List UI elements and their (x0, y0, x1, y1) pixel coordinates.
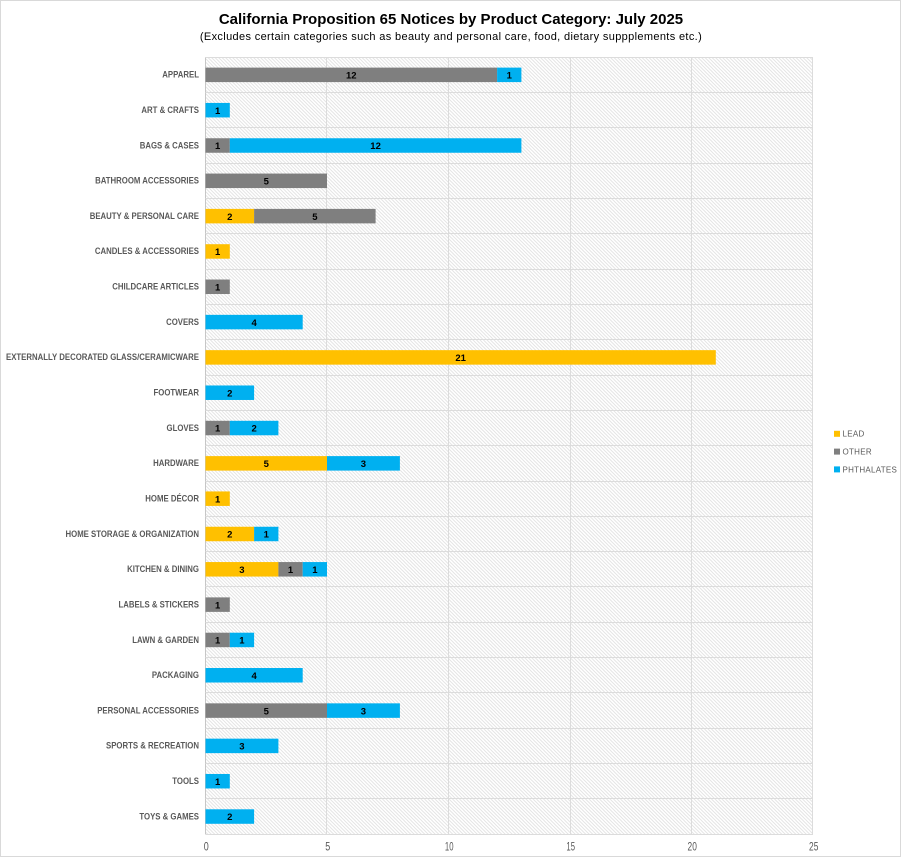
svg-text:3: 3 (239, 565, 244, 576)
svg-text:5: 5 (264, 177, 270, 188)
svg-text:LAWN & GARDEN: LAWN & GARDEN (132, 635, 199, 645)
svg-text:4: 4 (251, 318, 257, 329)
svg-text:LEAD: LEAD (843, 430, 865, 439)
svg-text:1: 1 (215, 494, 221, 505)
svg-text:0: 0 (204, 842, 209, 854)
svg-text:1: 1 (215, 141, 221, 152)
svg-text:2: 2 (251, 424, 256, 435)
svg-text:1: 1 (215, 636, 221, 647)
svg-text:5: 5 (264, 706, 270, 717)
svg-text:California Proposition 65 Noti: California Proposition 65 Notices by Pro… (219, 11, 683, 28)
svg-text:20: 20 (688, 842, 697, 854)
svg-text:BEAUTY & PERSONAL CARE: BEAUTY & PERSONAL CARE (90, 211, 199, 221)
svg-text:3: 3 (239, 742, 244, 753)
svg-text:PACKAGING: PACKAGING (152, 670, 199, 680)
svg-text:4: 4 (251, 671, 257, 682)
svg-text:1: 1 (507, 71, 513, 82)
svg-text:1: 1 (264, 530, 270, 541)
svg-text:1: 1 (288, 565, 294, 576)
svg-text:HARDWARE: HARDWARE (153, 458, 199, 468)
svg-text:HOME STORAGE & ORGANIZATION: HOME STORAGE & ORGANIZATION (66, 529, 200, 539)
svg-text:TOOLS: TOOLS (172, 776, 199, 786)
svg-text:3: 3 (361, 706, 366, 717)
svg-text:21: 21 (455, 353, 466, 364)
svg-text:PHTHALATES: PHTHALATES (843, 465, 898, 474)
svg-text:5: 5 (312, 212, 318, 223)
svg-text:2: 2 (227, 530, 232, 541)
svg-text:5: 5 (325, 842, 330, 854)
svg-text:FOOTWEAR: FOOTWEAR (154, 388, 200, 398)
svg-text:EXTERNALLY DECORATED GLASS/CER: EXTERNALLY DECORATED GLASS/CERAMICWARE (6, 352, 199, 362)
svg-text:OTHER: OTHER (843, 448, 872, 457)
svg-text:KITCHEN & DINING: KITCHEN & DINING (127, 564, 199, 574)
svg-text:BAGS & CASES: BAGS & CASES (140, 140, 199, 150)
svg-text:SPORTS & RECREATION: SPORTS & RECREATION (106, 741, 199, 751)
svg-text:CHILDCARE ARTICLES: CHILDCARE ARTICLES (112, 282, 199, 292)
svg-text:ART & CRAFTS: ART & CRAFTS (141, 105, 199, 115)
svg-text:1: 1 (215, 106, 221, 117)
svg-text:10: 10 (445, 842, 454, 854)
svg-text:COVERS: COVERS (166, 317, 199, 327)
svg-text:PERSONAL ACCESSORIES: PERSONAL ACCESSORIES (97, 705, 199, 715)
svg-text:2: 2 (227, 212, 232, 223)
svg-text:2: 2 (227, 388, 232, 399)
svg-text:12: 12 (346, 71, 357, 82)
svg-text:(Excludes certain categories s: (Excludes certain categories such as bea… (200, 31, 702, 43)
svg-text:HOME DÉCOR: HOME DÉCOR (145, 494, 199, 504)
svg-text:25: 25 (809, 842, 818, 854)
svg-text:2: 2 (227, 812, 232, 823)
svg-text:1: 1 (215, 283, 221, 294)
svg-text:1: 1 (239, 636, 245, 647)
svg-text:15: 15 (566, 842, 575, 854)
svg-text:CANDLES & ACCESSORIES: CANDLES & ACCESSORIES (95, 246, 199, 256)
svg-text:TOYS & GAMES: TOYS & GAMES (139, 811, 199, 821)
svg-text:5: 5 (264, 459, 270, 470)
svg-text:1: 1 (215, 247, 221, 258)
svg-text:1: 1 (312, 565, 318, 576)
svg-text:12: 12 (370, 141, 381, 152)
svg-text:1: 1 (215, 600, 221, 611)
svg-text:BATHROOM ACCESSORIES: BATHROOM ACCESSORIES (95, 176, 199, 186)
svg-text:APPAREL: APPAREL (162, 70, 199, 80)
svg-text:3: 3 (361, 459, 366, 470)
svg-text:1: 1 (215, 777, 221, 788)
svg-text:LABELS & STICKERS: LABELS & STICKERS (119, 599, 200, 609)
svg-text:1: 1 (215, 424, 221, 435)
svg-text:GLOVES: GLOVES (167, 423, 200, 433)
